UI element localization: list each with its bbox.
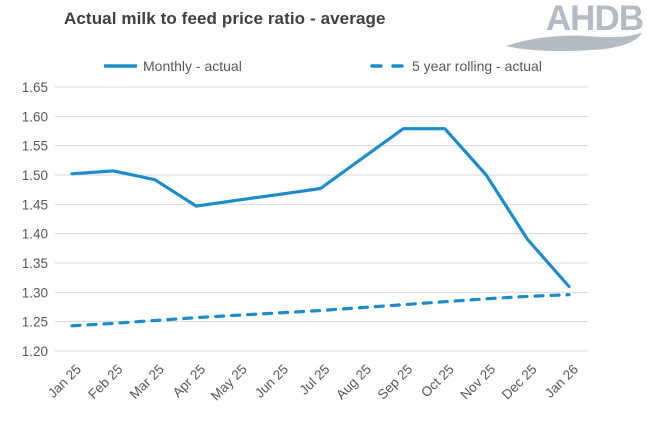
y-axis-tick-label: 1.45 [22,197,48,212]
x-axis-tick-label: Jan 25 [45,362,84,401]
dashed-line-swatch-icon [370,64,406,68]
series-line-5yr-rolling [70,293,571,328]
legend-item-monthly: Monthly - actual [104,56,242,76]
x-axis-tick-label: Mar 25 [127,362,167,402]
x-axis-tick-label: May 25 [208,362,250,404]
x-axis-tick-label: Dec 25 [499,362,540,403]
y-axis-tick-label: 1.60 [22,109,48,124]
y-axis-tick-label: 1.30 [22,285,48,300]
legend-label-5yr-rolling: 5 year rolling - actual [412,58,542,74]
solid-line-swatch-icon [104,64,137,68]
x-axis-tick-label: Oct 25 [418,362,457,401]
x-axis-tick-label: Sep 25 [375,362,416,403]
ahdb-logo-text: AHDB [545,0,644,38]
y-axis-tick-label: 1.65 [22,80,48,95]
legend-item-5yr-rolling: 5 year rolling - actual [370,56,542,76]
y-axis-tick-label: 1.25 [22,315,48,330]
series-line-monthly [70,127,571,289]
chart-title: Actual milk to feed price ratio - averag… [64,9,386,28]
x-axis-tick-label: Jun 25 [252,362,291,401]
y-axis-tick-label: 1.50 [22,168,48,183]
x-axis-tick-label: Jan 26 [542,362,581,401]
ahdb-logo: AHDB [503,0,644,54]
y-axis-tick-label: 1.55 [22,139,48,154]
x-axis-tick-label: Apr 25 [170,362,209,401]
chart-legend: Monthly - actual 5 year rolling - actual [0,56,649,76]
y-axis-tick-label: 1.35 [22,256,48,271]
legend-label-monthly: Monthly - actual [143,58,242,74]
ahdb-wave-icon [506,32,642,52]
x-axis-tick-label: Nov 25 [457,362,498,403]
x-axis-tick-label: Aug 25 [333,362,374,403]
y-axis-tick-label: 1.40 [22,227,48,242]
x-axis-tick-label: Jul 25 [297,362,333,398]
y-axis-tick-label: 1.20 [22,344,48,359]
x-axis-tick-label: Feb 25 [85,362,125,402]
